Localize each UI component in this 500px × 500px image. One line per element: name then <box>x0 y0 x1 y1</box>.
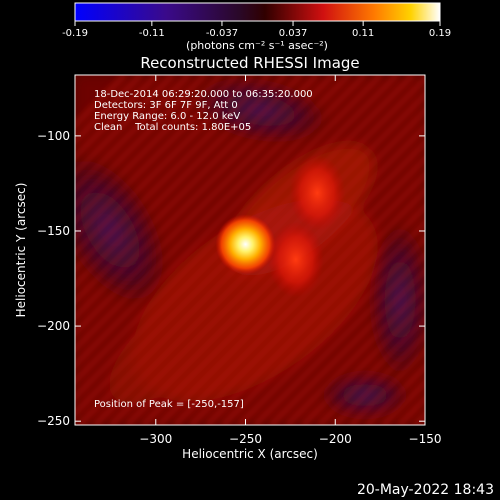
plot-frame <box>74 74 426 426</box>
image-streak <box>431 75 500 425</box>
image-streak <box>236 234 425 425</box>
image-streak <box>75 75 224 226</box>
image-streak <box>75 75 240 242</box>
image-streak <box>252 250 425 425</box>
image-streak <box>172 170 425 425</box>
x-tick-label: −150 <box>409 432 442 446</box>
image-streak <box>75 75 144 146</box>
colorbar-tick-label: 0.19 <box>429 28 451 39</box>
annotation-detectors: Detectors: 3F 6F 7F 9F, Att 0 <box>94 100 238 111</box>
colorbar-tick-label: -0.037 <box>206 28 238 39</box>
colorbar-tick-label: -0.11 <box>139 28 165 39</box>
image-streak <box>75 75 176 178</box>
image-streak <box>75 75 288 290</box>
image-streak <box>300 298 425 425</box>
image-streak <box>75 75 160 162</box>
image-streak <box>156 154 425 425</box>
annotation-total-counts: Clean Total counts: 1.80E+05 <box>94 122 251 133</box>
image-streak <box>75 75 336 338</box>
image-streak <box>220 218 425 425</box>
image-streak <box>75 75 352 354</box>
image-streak <box>75 75 192 194</box>
image-streak <box>75 75 208 210</box>
image-streak <box>412 410 425 425</box>
image-streak <box>75 75 384 386</box>
image-streak <box>348 346 425 425</box>
colorbar-label: (photons cm⁻² s⁻¹ asec⁻²) <box>186 39 328 52</box>
x-axis-label: Heliocentric X (arcsec) <box>182 447 318 461</box>
secondary-source <box>289 154 346 231</box>
image-streak <box>75 75 272 274</box>
annotation-energy-range: Energy Range: 6.0 - 12.0 keV <box>94 111 240 122</box>
image-streak <box>188 186 425 425</box>
image-streak <box>75 75 256 258</box>
image-streak <box>75 75 320 322</box>
peak-source <box>215 214 276 275</box>
y-tick-label: −100 <box>37 129 70 143</box>
image-streak <box>75 75 368 370</box>
x-tick-label: −250 <box>229 432 262 446</box>
image-streak <box>332 330 425 425</box>
image-streak <box>75 75 304 306</box>
axis-ticks: −300 −250 −200 −150 −100 −150 −200 −250 <box>37 75 441 446</box>
image-streak <box>204 202 425 425</box>
colorbar-ticks: -0.19 -0.11 -0.037 0.037 0.11 0.19 <box>62 21 451 39</box>
peak-position-label: Position of Peak = [-250,-157] <box>94 399 244 410</box>
y-tick-label: −250 <box>37 414 70 428</box>
x-tick-label: −300 <box>139 432 172 446</box>
y-tick-label: −200 <box>37 319 70 333</box>
colorbar-tick-label: 0.11 <box>352 28 374 39</box>
secondary-source <box>267 221 324 298</box>
annotation-time-range: 18-Dec-2014 06:29:20.000 to 06:35:20.000 <box>94 89 313 100</box>
y-axis-label: Heliocentric Y (arcsec) <box>14 183 28 318</box>
image-streak <box>268 266 425 425</box>
image-streak <box>447 75 500 425</box>
colorbar-tick-label: -0.19 <box>62 28 88 39</box>
colorbar <box>75 3 440 21</box>
image-streak <box>284 282 425 425</box>
footer-timestamp: 20-May-2022 18:43 <box>357 482 494 498</box>
heatmap-image <box>75 75 500 425</box>
colorbar-tick-label: 0.037 <box>279 28 308 39</box>
image-streak <box>463 75 500 425</box>
image-streak <box>316 314 425 425</box>
y-tick-label: −150 <box>37 224 70 238</box>
chart-title: Reconstructed RHESSI Image <box>140 54 359 72</box>
x-tick-label: −200 <box>319 432 352 446</box>
